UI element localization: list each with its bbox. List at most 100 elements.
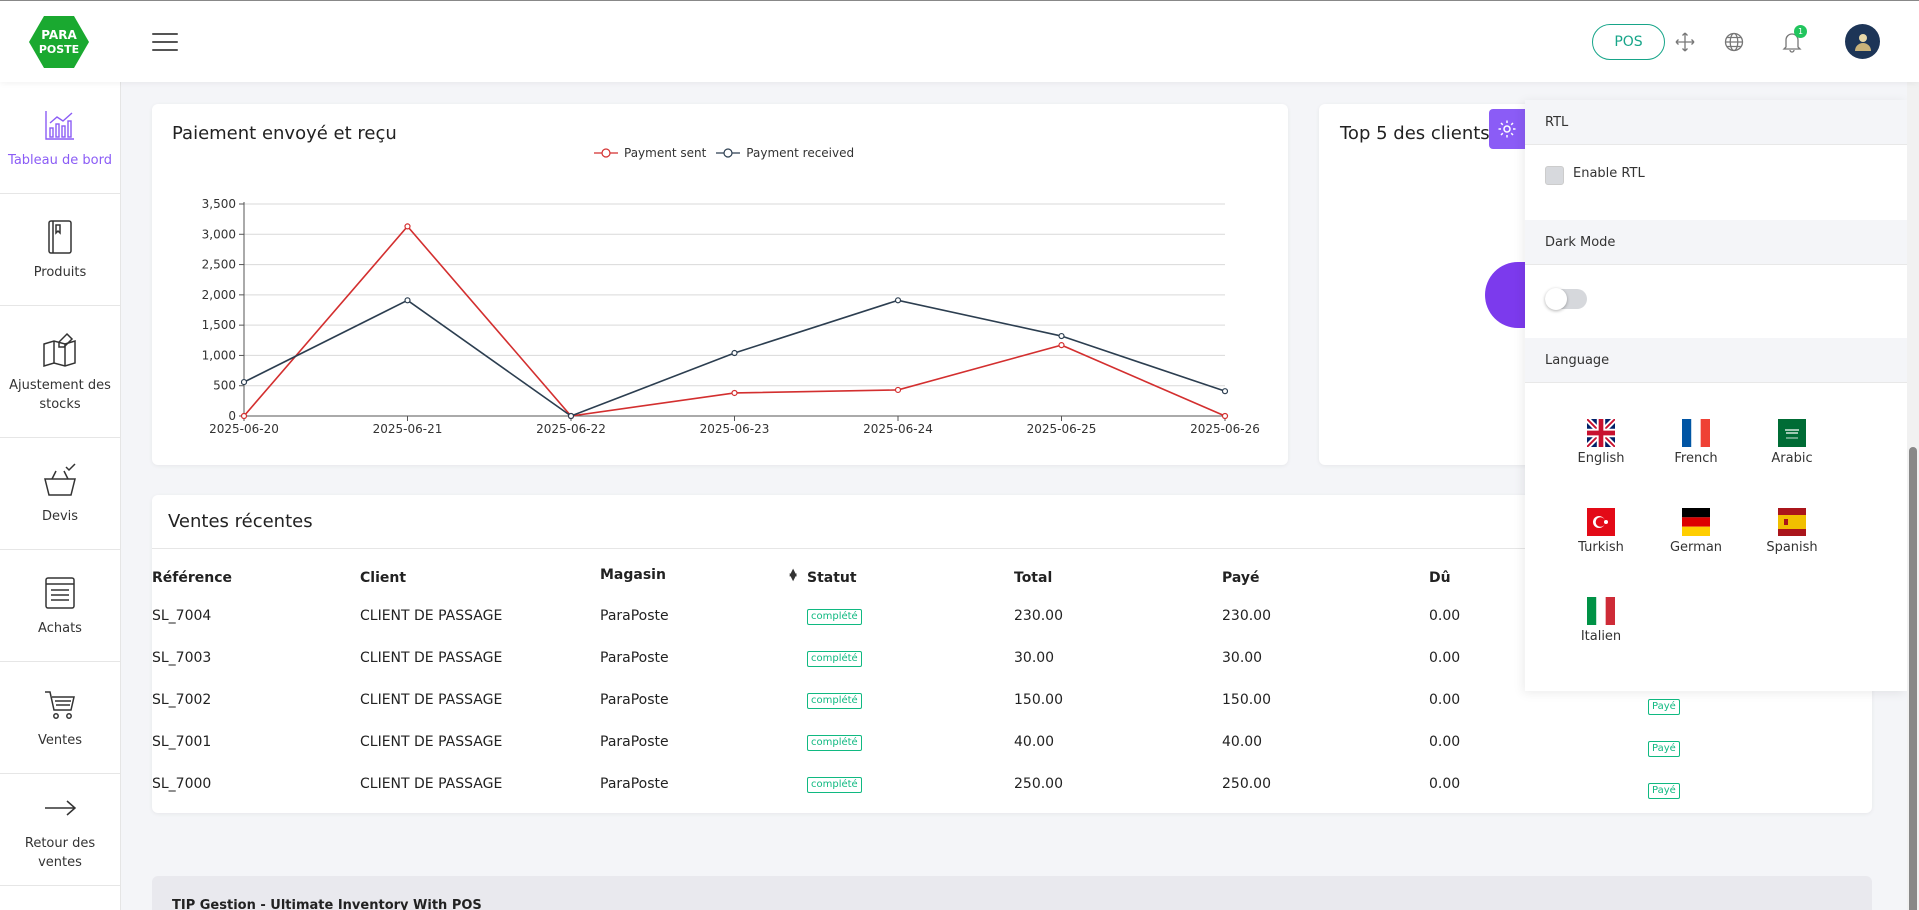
column-header[interactable]: Client <box>360 570 407 586</box>
sidebar-item-label: Tableau de bord <box>8 153 112 168</box>
language-option-arabic[interactable]: Arabic <box>1752 419 1832 466</box>
cell-client: CLIENT DE PASSAGE <box>360 608 503 624</box>
cell-ref: SL_7003 <box>152 650 212 666</box>
customizer-toggle-button[interactable] <box>1489 109 1525 149</box>
sidebar-item-sales[interactable]: Ventes <box>0 662 120 774</box>
language-section-title: Language <box>1525 338 1907 383</box>
rtl-checkbox[interactable] <box>1545 166 1564 185</box>
column-header[interactable]: Total <box>1014 570 1053 586</box>
data-point <box>894 386 902 394</box>
payment-status-badge: Payé <box>1648 783 1680 799</box>
sidebar-item-sales-returns[interactable]: Retour des ventes <box>0 774 120 886</box>
footer: TIP Gestion - Ultimate Inventory With PO… <box>152 876 1872 910</box>
table-row[interactable]: SL_7001 CLIENT DE PASSAGE ParaPoste complét… <box>152 721 1629 763</box>
dark-mode-section <box>1525 265 1907 338</box>
cell-client: CLIENT DE PASSAGE <box>360 776 503 792</box>
dark-mode-toggle[interactable] <box>1545 288 1587 310</box>
sidebar-item-label: Devis <box>41 509 79 524</box>
status-cell: complété <box>807 763 1014 805</box>
cell-store: ParaPoste <box>600 776 669 792</box>
basket-check-icon <box>40 461 80 501</box>
cell-store: ParaPoste <box>600 734 669 750</box>
scrollbar-thumb[interactable] <box>1909 447 1917 910</box>
status-badge: complété <box>807 693 862 709</box>
cell-client: CLIENT DE PASSAGE <box>360 650 503 666</box>
language-option-german[interactable]: German <box>1656 508 1736 555</box>
menu-toggle-button[interactable] <box>152 33 178 51</box>
cell-total: 150.00 <box>1014 692 1063 708</box>
data-point <box>731 389 738 397</box>
column-header[interactable]: Payé <box>1222 570 1260 586</box>
italy-flag-icon <box>1587 597 1615 625</box>
y-tick-label: 2,500 <box>202 258 236 272</box>
language-option-french[interactable]: French <box>1656 419 1736 466</box>
cell-due: 0.00 <box>1429 692 1461 708</box>
sidebar-item-purchases[interactable]: Achats <box>0 550 120 662</box>
sort-icon[interactable]: ▲ ▼ <box>789 567 797 583</box>
table-row[interactable]: SL_7003 CLIENT DE PASSAGE ParaPoste complét… <box>152 637 1629 679</box>
language-option-english[interactable]: English <box>1561 419 1641 466</box>
x-tick-label: 2025-06-20 <box>209 422 279 436</box>
bell-icon[interactable]: 1 <box>1779 25 1807 55</box>
avatar[interactable] <box>1845 24 1880 59</box>
cell-due: 0.00 <box>1429 650 1461 666</box>
pos-button[interactable]: POS <box>1592 24 1665 60</box>
notification-badge: 1 <box>1794 25 1807 38</box>
cell-paid: 40.00 <box>1222 734 1263 750</box>
top-header: PARA POSTE POS 1 <box>0 0 1919 82</box>
status-cell: complété <box>807 679 1014 721</box>
sidebar-item-dashboard[interactable]: Tableau de bord <box>0 82 120 194</box>
table-row[interactable]: SL_7002 CLIENT DE PASSAGE ParaPoste complét… <box>152 679 1629 721</box>
parapost-logo[interactable]: PARA POSTE <box>28 14 90 70</box>
cell-total: 230.00 <box>1014 608 1063 624</box>
data-point <box>731 349 738 357</box>
cell-paid: 250.00 <box>1222 776 1271 792</box>
language-option-turkish[interactable]: Turkish <box>1561 508 1641 555</box>
column-header[interactable]: Statut <box>807 570 857 586</box>
globe-icon[interactable] <box>1721 29 1747 55</box>
status-badge: complété <box>807 609 862 625</box>
rtl-label: Enable RTL <box>1573 166 1645 181</box>
table-row[interactable]: SL_7000 CLIENT DE PASSAGE ParaPoste complét… <box>152 763 1629 805</box>
page-scrollbar[interactable] <box>1907 82 1919 910</box>
column-header[interactable]: Dû <box>1429 570 1451 586</box>
turkey-flag-icon <box>1587 508 1615 536</box>
y-tick-label: 3,500 <box>202 197 236 211</box>
sidebar-item-quotes[interactable]: Devis <box>0 438 120 550</box>
column-header[interactable]: Référence <box>152 570 233 586</box>
x-tick-label: 2025-06-25 <box>1027 422 1097 436</box>
y-tick-label: 3,000 <box>202 227 236 241</box>
language-grid: English French Arabic Turkish German <box>1525 383 1907 693</box>
x-tick-label: 2025-06-24 <box>863 422 933 436</box>
legend-payment-received: Payment received <box>746 146 855 160</box>
cell-total: 40.00 <box>1014 734 1055 750</box>
sidebar-item-label: Retour des ventes <box>24 835 96 870</box>
france-flag-icon <box>1682 419 1710 447</box>
sidebar-item-label: Achats <box>38 621 82 636</box>
language-option-spanish[interactable]: Spanish <box>1752 508 1832 555</box>
column-header-label: Magasin <box>600 567 666 583</box>
germany-flag-icon <box>1682 508 1710 536</box>
language-label: French <box>1674 451 1718 466</box>
language-label: Italien <box>1580 629 1622 644</box>
language-label: German <box>1669 540 1723 555</box>
uk-flag-icon <box>1587 419 1615 447</box>
language-label: Turkish <box>1578 540 1624 555</box>
column-header[interactable]: Magasin ▲ ▼ <box>600 561 807 595</box>
svg-text:PARA: PARA <box>41 28 77 42</box>
recent-sales-table: Référence Client Magasin ▲ ▼ Statut Total… <box>152 561 1629 805</box>
cell-paid: 230.00 <box>1222 608 1271 624</box>
data-point <box>404 223 411 230</box>
y-tick-label: 1,500 <box>202 318 236 332</box>
language-option-italian[interactable]: Italien <box>1561 597 1641 644</box>
fullscreen-icon[interactable] <box>1672 29 1698 55</box>
footer-text: TIP Gestion - Ultimate Inventory With PO… <box>172 898 482 910</box>
sidebar-item-products[interactable]: Produits <box>0 194 120 306</box>
status-cell: complété <box>807 595 1014 637</box>
sidebar-item-stock-adjustment[interactable]: Ajustement des stocks <box>0 306 120 438</box>
x-tick-label: 2025-06-26 <box>1190 422 1260 436</box>
cell-ref: SL_7004 <box>152 608 212 624</box>
table-row[interactable]: SL_7004 CLIENT DE PASSAGE ParaPoste complét… <box>152 595 1629 637</box>
sidebar-item-label: Produits <box>33 265 87 280</box>
